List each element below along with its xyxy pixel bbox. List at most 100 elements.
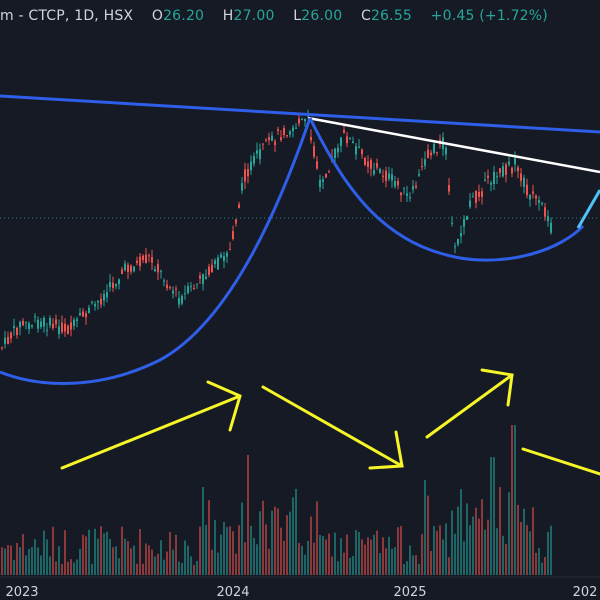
cup-curve[interactable]: [308, 117, 585, 262]
volume-bar: [364, 544, 366, 575]
volume-bar: [115, 546, 117, 575]
arrow-up-1[interactable]: [60, 380, 242, 470]
volume-bar: [88, 529, 90, 575]
volume-bar: [70, 559, 72, 575]
symbol-label[interactable]: m - CTCP, 1D, HSX: [0, 8, 134, 24]
candle-body: [34, 316, 36, 318]
candle-body: [142, 255, 144, 261]
candle-body: [64, 323, 66, 332]
volume-bar: [133, 545, 135, 575]
volume-bar: [304, 554, 306, 575]
candle-body: [271, 135, 273, 141]
left-base-curve[interactable]: [0, 117, 312, 385]
candle-body: [70, 322, 72, 330]
candle-body: [247, 168, 249, 177]
candle-body: [463, 219, 465, 227]
candle-body: [115, 283, 117, 287]
candle-body: [322, 179, 324, 183]
volume-bar: [457, 506, 459, 575]
candle-body: [295, 127, 297, 129]
candle-body: [175, 288, 177, 290]
neckline-trendline[interactable]: [307, 116, 600, 174]
candle-body: [85, 313, 87, 318]
candle-body: [157, 264, 159, 273]
volume-bar: [454, 533, 456, 575]
breakout-line[interactable]: [576, 189, 600, 229]
volume-bar: [67, 561, 69, 575]
arrow-down-2[interactable]: [521, 447, 600, 476]
volume-layer: [1, 425, 552, 575]
volume-bar: [205, 524, 207, 575]
candle-body: [367, 161, 369, 167]
candle-body: [280, 137, 282, 141]
volume-bar: [25, 555, 27, 575]
arrow-down-1[interactable]: [261, 385, 404, 470]
volume-bar: [346, 534, 348, 575]
volume-bar: [502, 535, 504, 575]
volume-bar: [313, 542, 315, 575]
candle-body: [193, 288, 195, 290]
candle-body: [430, 152, 432, 156]
volume-bar: [391, 548, 393, 575]
candle-body: [460, 233, 462, 237]
volume-bar: [265, 524, 267, 575]
volume-bar: [310, 516, 312, 575]
volume-bar: [61, 564, 63, 575]
candle-body: [274, 141, 276, 145]
candle-body: [352, 141, 354, 144]
candle-body: [433, 143, 435, 154]
resistance-trendline[interactable]: [0, 94, 600, 134]
volume-bar: [442, 539, 444, 575]
candle-body: [103, 294, 105, 301]
arrow-up-2[interactable]: [425, 368, 514, 439]
high-label: H: [222, 8, 234, 24]
volume-bar: [106, 531, 108, 575]
candle-body: [502, 166, 504, 177]
candle-body: [436, 151, 438, 153]
candle-body: [136, 260, 138, 263]
candle-body: [238, 204, 240, 209]
volume-bar: [463, 541, 465, 575]
volume-bar: [76, 559, 78, 575]
candle-body: [526, 184, 528, 196]
volume-bar: [250, 525, 252, 575]
close-value: 26.55: [370, 8, 413, 24]
candle-body: [517, 167, 519, 172]
volume-bar: [298, 542, 300, 575]
high-value: 27.00: [233, 8, 275, 24]
x-tick-label: 202: [573, 585, 598, 600]
candle-body: [382, 175, 384, 177]
volume-bar: [406, 561, 408, 575]
volume-bar: [220, 534, 222, 575]
candle-body: [196, 283, 198, 285]
candle-body: [457, 238, 459, 245]
volume-bar: [10, 545, 12, 575]
volume-bar: [16, 542, 18, 575]
volume-bar: [334, 532, 336, 575]
candle-body: [349, 138, 351, 140]
candle-body: [421, 165, 423, 167]
volume-bar: [319, 534, 321, 575]
volume-bar: [511, 425, 513, 575]
candle-body: [205, 276, 207, 280]
candle-body: [448, 185, 450, 192]
volume-bar: [301, 545, 303, 575]
volume-bar: [157, 553, 159, 575]
candle-body: [199, 275, 201, 279]
volume-bar: [148, 545, 150, 575]
volume-bar: [373, 534, 375, 575]
x-tick-label: 2023: [5, 585, 38, 600]
volume-bar: [79, 548, 81, 575]
volume-bar: [202, 487, 204, 575]
change-value: +0.45 (+1.72%): [430, 8, 548, 24]
volume-bar: [343, 552, 345, 575]
volume-bar: [496, 528, 498, 575]
candle-body: [298, 118, 300, 124]
candle-body: [466, 216, 468, 220]
volume-bar: [355, 530, 357, 575]
candle-body: [316, 161, 318, 169]
volume-bar: [508, 492, 510, 575]
volume-bar: [139, 528, 141, 575]
candle-body: [148, 255, 150, 257]
